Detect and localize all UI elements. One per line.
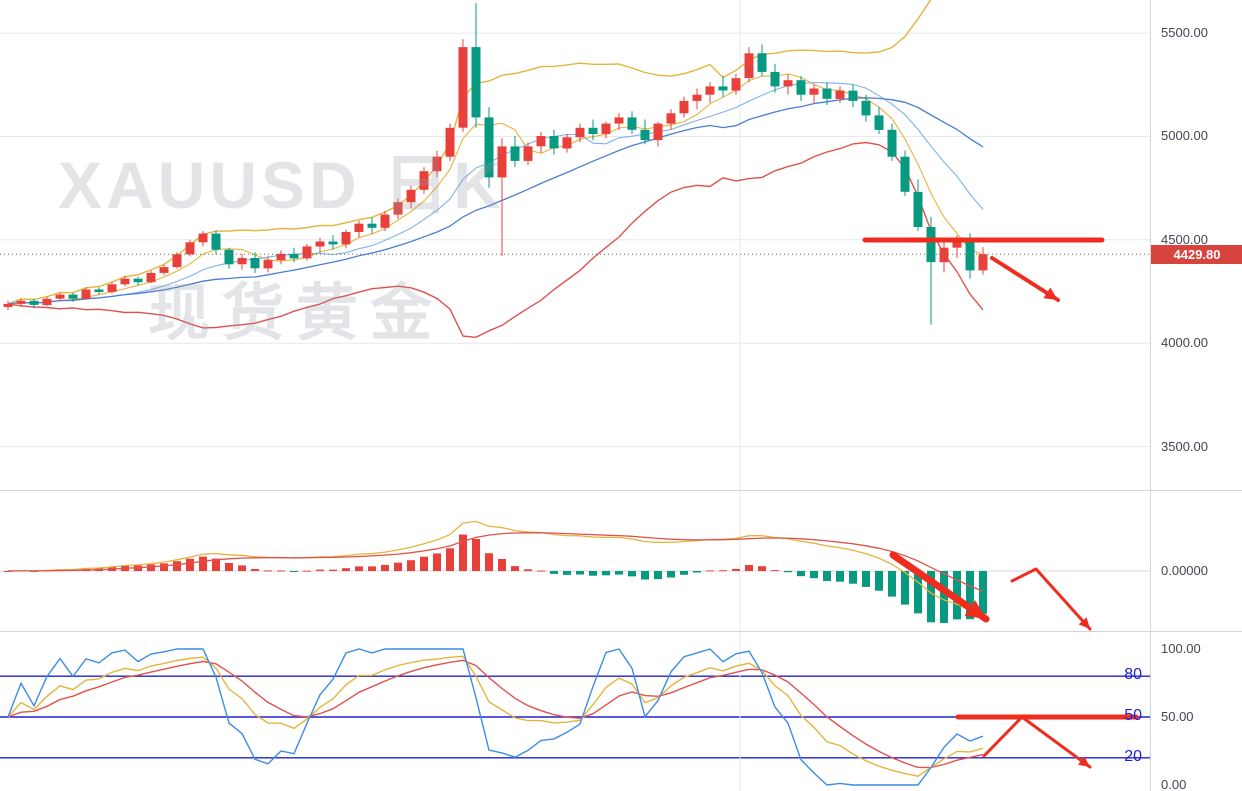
candlestick-series (3, 3, 988, 325)
macd-dif-line (7, 520, 984, 614)
moving-averages (7, 73, 984, 305)
kdj-level-label: 80 (1124, 666, 1142, 684)
ma5-line (7, 73, 984, 305)
panel-separator[interactable] (0, 631, 1242, 632)
last-price-badge: 4429.80 (1151, 245, 1242, 265)
drawn-annotation[interactable] (1010, 567, 1092, 631)
macd-axis[interactable]: 0.00000 (1150, 491, 1242, 631)
axis-tick: 5500.00 (1161, 25, 1208, 41)
kdj-level-label: 20 (1124, 747, 1142, 765)
arrow-head (1078, 617, 1090, 629)
boll-upper-line (7, 0, 932, 305)
macd-chart-canvas[interactable] (0, 491, 1150, 631)
arrow-head (964, 600, 986, 619)
bollinger-bands (7, 0, 984, 339)
axis-tick: 3500.00 (1161, 438, 1208, 454)
kdj-level-lines (0, 632, 1150, 791)
axis-tick: 50.00 (1161, 709, 1194, 724)
kdj-d-line (7, 659, 984, 769)
axis-tick: 5000.00 (1161, 128, 1208, 144)
axis-tick: 4000.00 (1161, 335, 1208, 351)
drawn-annotation[interactable] (982, 715, 1092, 769)
ma10-line (7, 81, 984, 305)
price-gridlines (0, 0, 1150, 490)
price-panel: XAUUSD 日K 现货黄金 (0, 0, 1150, 490)
kdj-panel: 80 50 20 (0, 632, 1150, 791)
boll-lower-line (7, 141, 984, 339)
axis-tick: 4500.00 (1161, 231, 1208, 247)
kdj-j-line (7, 648, 984, 786)
price-axis[interactable]: 5500.00 5000.00 4500.00 4000.00 3500.00 4429.… (1150, 0, 1242, 490)
kdj-axis[interactable]: 100.00 50.00 0.00 (1150, 632, 1242, 791)
price-chart-canvas[interactable] (0, 0, 1150, 490)
arrow-head (1078, 756, 1090, 767)
kdj-chart-canvas[interactable] (0, 632, 1150, 791)
panel-separator[interactable] (0, 490, 1242, 491)
axis-tick: 0.00000 (1161, 563, 1208, 578)
kdj-level-label: 50 (1124, 707, 1142, 724)
arrow-head (1043, 287, 1058, 300)
macd-dea-line (7, 532, 984, 592)
ma20-line (7, 97, 984, 305)
axis-tick: 0.00 (1161, 777, 1187, 791)
macd-panel (0, 491, 1150, 631)
kdj-k-line (7, 655, 984, 777)
axis-tick: 100.00 (1161, 641, 1201, 656)
